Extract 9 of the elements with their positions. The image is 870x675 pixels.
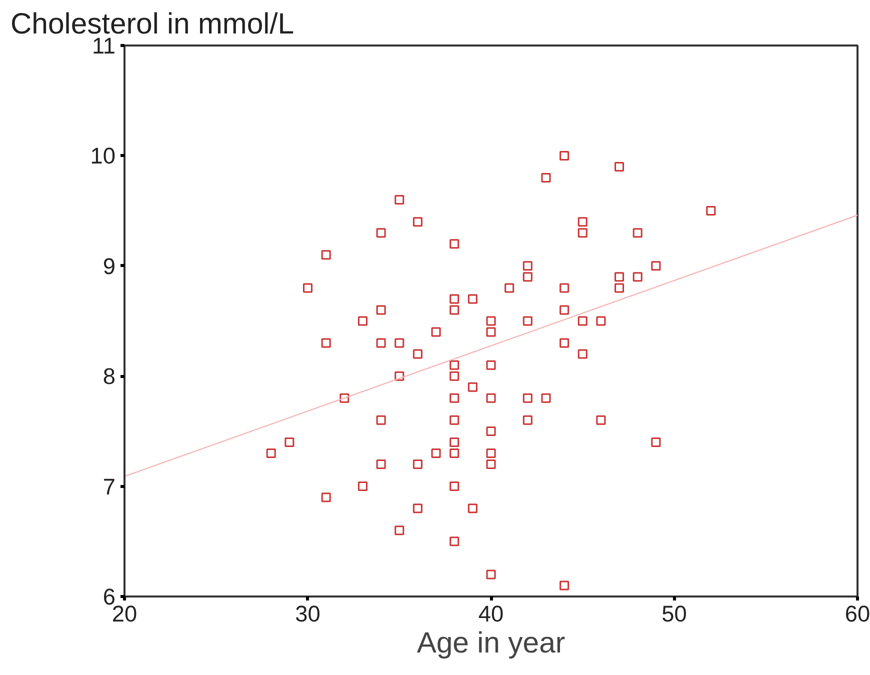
y-tick-label: 10 (90, 142, 116, 169)
y-tick-label: 7 (102, 473, 116, 500)
x-tick-label: 40 (478, 600, 504, 626)
x-tick-label: 30 (295, 600, 320, 626)
y-tick-label: 9 (102, 252, 116, 279)
x-axis-title: Age in year (416, 626, 566, 660)
x-tick-label: 60 (844, 600, 870, 626)
x-tick-label: 50 (662, 600, 687, 626)
y-tick-label: 8 (102, 363, 116, 390)
